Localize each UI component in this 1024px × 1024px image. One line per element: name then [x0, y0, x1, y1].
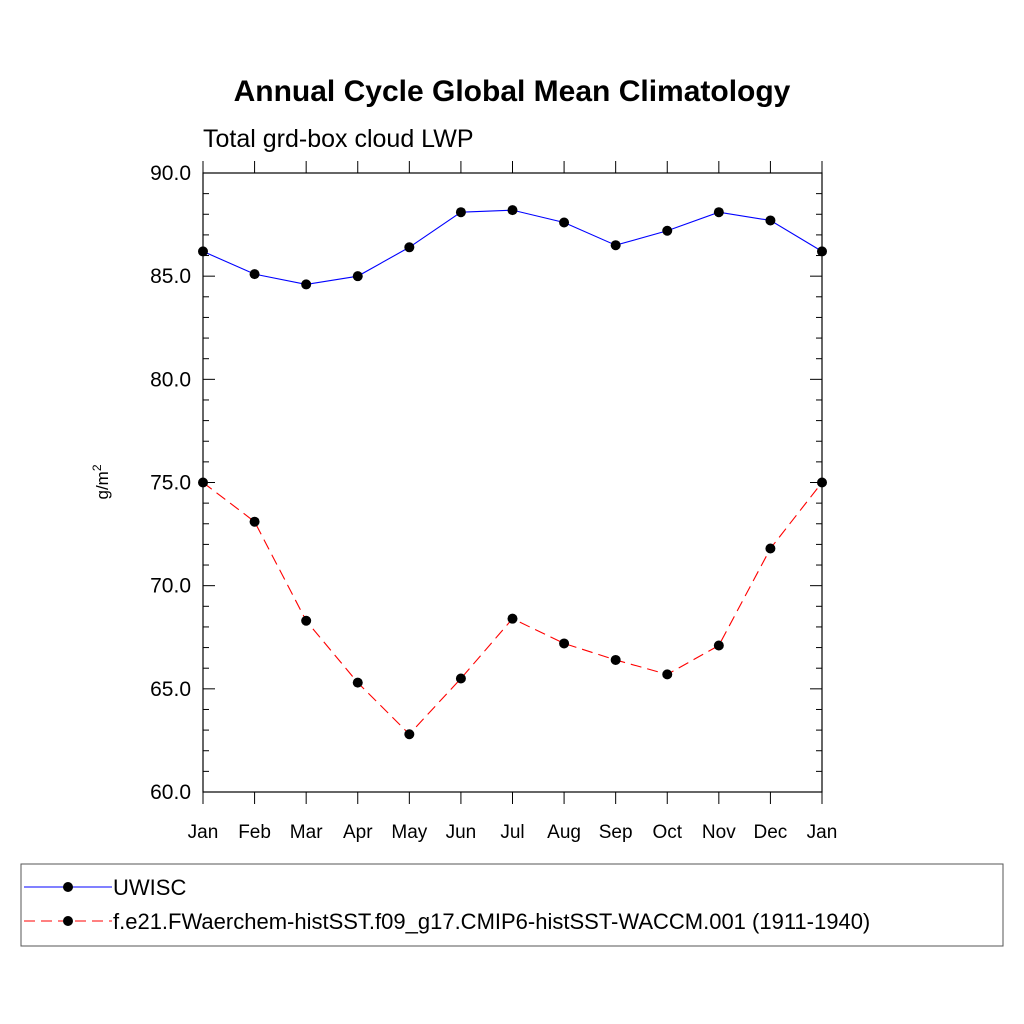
data-point [713, 640, 724, 651]
y-tick-label: 70.0 [150, 575, 191, 598]
data-point [301, 279, 312, 290]
series-layer [198, 205, 827, 740]
data-point [610, 240, 621, 251]
x-tick-label: Dec [754, 822, 788, 843]
data-point [713, 207, 724, 218]
y-axis-label-text: g/m [93, 471, 112, 499]
data-point [455, 207, 466, 218]
y-tick-label: 75.0 [150, 472, 191, 495]
legend-items: UWISC f.e21.FWaerchem-histSST.f09_g17.CMI… [24, 875, 870, 934]
x-tick-label: Apr [343, 822, 373, 843]
series-2 [198, 477, 827, 740]
legend-marker [63, 916, 73, 926]
chart-subtitle: Total grd-box cloud LWP [203, 125, 474, 153]
data-point [765, 543, 776, 554]
data-point [404, 729, 415, 740]
x-tick-label: Oct [652, 822, 682, 843]
legend-label: f.e21.FWaerchem-histSST.f09_g17.CMIP6-hi… [113, 909, 870, 934]
data-point [507, 205, 518, 216]
data-point [559, 638, 570, 649]
y-tick-label: 80.0 [150, 368, 191, 391]
x-tick-label: Nov [702, 822, 736, 843]
data-point [249, 269, 260, 280]
data-point [662, 669, 673, 680]
y-axis-label-superscript: 2 [90, 464, 104, 471]
legend-box [20, 863, 1004, 947]
y-tick-label: 85.0 [150, 265, 191, 288]
legend-item-2: f.e21.FWaerchem-histSST.f09_g17.CMIP6-hi… [24, 909, 870, 934]
series-line [202, 209, 823, 285]
legend: UWISC f.e21.FWaerchem-histSST.f09_g17.CMI… [20, 863, 1004, 947]
data-point [662, 225, 673, 236]
legend-item-1: UWISC [24, 875, 186, 900]
chart-title: Annual Cycle Global Mean Climatology [234, 75, 791, 108]
axis-ticks [202, 161, 823, 804]
y-tick-label: 60.0 [150, 781, 191, 804]
data-point [610, 654, 621, 665]
data-point [352, 271, 363, 282]
plot-frame [202, 172, 823, 793]
data-point [507, 613, 518, 624]
series-line [202, 482, 823, 736]
y-tick-labels: 60.0 65.0 70.0 75.0 80.0 85.0 90.0 [150, 162, 191, 804]
x-tick-label: Aug [547, 822, 581, 843]
data-point [765, 215, 776, 226]
data-point [455, 673, 466, 684]
data-point [559, 217, 570, 228]
y-tick-label: 90.0 [150, 162, 191, 185]
x-tick-labels: Jan Feb Mar Apr May Jun Jul Aug Sep Oct Nov Dec Jan [188, 822, 838, 843]
x-tick-label: May [391, 822, 427, 843]
x-tick-label: Feb [238, 822, 271, 843]
data-point [352, 677, 363, 688]
legend-marker [63, 882, 73, 892]
y-tick-label: 65.0 [150, 678, 191, 701]
x-tick-label: Jul [500, 822, 524, 843]
x-tick-label: Jan [807, 822, 838, 843]
x-tick-label: Sep [599, 822, 633, 843]
series-1 [198, 205, 827, 290]
x-tick-label: Jan [188, 822, 219, 843]
svg-text:g/m2: g/m2 [90, 464, 112, 499]
legend-label: UWISC [113, 875, 186, 900]
data-point [301, 615, 312, 626]
data-point [249, 516, 260, 527]
x-tick-label: Jun [446, 822, 477, 843]
data-point [404, 242, 415, 253]
x-tick-label: Mar [290, 822, 323, 843]
y-axis-label: g/m2 [90, 464, 112, 499]
